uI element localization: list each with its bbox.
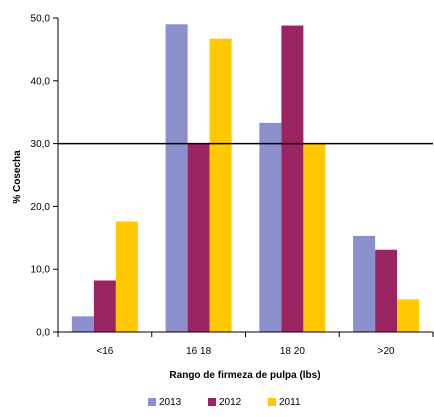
bar-2012-2 — [281, 25, 304, 332]
y-tick-label: 50,0 — [31, 14, 51, 25]
x-tick-label: >20 — [378, 346, 395, 357]
legend-swatch-2012 — [208, 398, 216, 406]
bars — [71, 24, 420, 333]
x-tick-label: 16 18 — [186, 346, 211, 357]
x-tick-label: <16 — [96, 346, 113, 357]
bar-2012-3 — [375, 249, 398, 332]
y-tick-label: 10,0 — [31, 265, 51, 276]
bar-2012-1 — [187, 143, 210, 332]
legend: 2013 2012 2011 — [148, 397, 301, 408]
y-tick-label: 20,0 — [31, 202, 51, 213]
y-tick-label: 30,0 — [31, 139, 51, 150]
y-tick-label: 40,0 — [31, 76, 51, 87]
y-axis-title: % Cosecha — [12, 150, 23, 204]
y-tick-label: 0,0 — [36, 328, 50, 339]
bar-2013-3 — [353, 235, 376, 332]
legend-label-2013: 2013 — [159, 397, 182, 408]
bar-2011-3 — [397, 299, 420, 332]
bar-2011-0 — [115, 221, 138, 332]
bar-2012-0 — [93, 280, 116, 332]
x-axis-title: Rango de firmeza de pulpa (lbs) — [169, 370, 320, 381]
x-axis-ticks: <16 16 18 18 20 >20 — [57, 332, 434, 357]
legend-label-2012: 2012 — [219, 397, 242, 408]
y-axis-ticks: 0,0 10,0 20,0 30,0 40,0 50,0 — [31, 14, 58, 339]
legend-swatch-2013 — [148, 398, 156, 406]
bar-2011-2 — [303, 143, 326, 332]
bar-2011-1 — [209, 38, 232, 332]
bar-2013-0 — [71, 316, 94, 332]
bar-2013-1 — [165, 24, 188, 333]
legend-swatch-2011 — [268, 398, 276, 406]
x-tick-label: 18 20 — [280, 346, 305, 357]
legend-label-2011: 2011 — [279, 397, 301, 408]
bar-2013-2 — [259, 122, 282, 332]
